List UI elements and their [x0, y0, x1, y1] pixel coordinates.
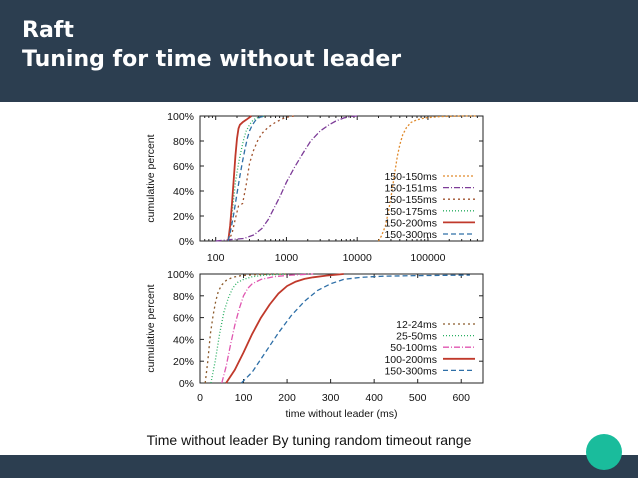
y-tick-label: 40%: [173, 186, 194, 198]
series-line-100-200ms: [225, 273, 344, 384]
series-line-150-300ms: [240, 274, 470, 384]
chart-legend: 150-150ms150-151ms150-155ms150-175ms150-…: [384, 171, 475, 241]
y-tick-label: 20%: [173, 211, 194, 223]
chart-area: 0%20%40%60%80%100%100 1000 10000 100000cumu…: [145, 111, 484, 420]
y-tick-label: 60%: [173, 313, 194, 325]
plot-frame: [199, 273, 484, 384]
x-tick-label: 100: [207, 252, 225, 264]
series-line-25-50ms: [210, 273, 288, 384]
y-axis-title: cumulative percent: [145, 134, 157, 222]
legend-label: 150-151ms: [384, 183, 437, 195]
y-tick-label: 0%: [179, 378, 194, 390]
series-line-150-200ms: [227, 115, 252, 242]
x-tick-label: 100: [235, 392, 253, 404]
series-line-50-100ms: [221, 273, 314, 384]
legend-label: 150-300ms: [384, 365, 437, 377]
x-tick-label: 600: [452, 392, 470, 404]
y-tick-label: 80%: [173, 291, 194, 303]
legend-label: 100-200ms: [384, 354, 437, 366]
slide-title-line-1: Raft: [22, 18, 74, 43]
chart-panel-2: 0% 20% 40% 60% 80% 100% 0 100 200 300 400 500 600 cum…: [145, 269, 484, 420]
series-line-150-155ms: [227, 115, 295, 242]
x-tick-label: 0: [197, 392, 203, 404]
x-tick-label: 300: [322, 392, 340, 404]
slide-title-line-2: Tuning for time without leader: [22, 47, 402, 72]
legend-label: 12-24ms: [396, 319, 437, 331]
y-tick-label: 40%: [173, 334, 194, 346]
legend-label: 150-200ms: [384, 217, 437, 229]
x-tick-label: 200: [278, 392, 296, 404]
series-line-150-300ms: [227, 115, 266, 242]
legend-label: 50-100ms: [390, 342, 437, 354]
y-tick-label: 0%: [179, 236, 194, 248]
series-line-12-24ms: [204, 273, 288, 384]
x-tick-label: 400: [365, 392, 383, 404]
series-line-150-150ms: [377, 115, 478, 242]
series-line-150-151ms: [215, 115, 358, 242]
chart-panel-1: 0% 20% 40% 60% 80% 100% 100 1000 10000 100000 cumu…: [145, 111, 484, 264]
legend-label: 150-300ms: [384, 229, 437, 241]
y-tick-label: 100%: [167, 269, 194, 281]
legend-label: 150-175ms: [384, 206, 437, 218]
y-tick-label: 100%: [167, 111, 194, 123]
x-tick-label: 10000: [343, 252, 372, 264]
y-tick-label: 80%: [173, 136, 194, 148]
x-tick-label: 100000: [410, 252, 445, 264]
slide-title: Raft Tuning for time without leader: [22, 16, 401, 74]
slide-header: Raft Tuning for time without leader: [0, 0, 638, 102]
legend-label: 25-50ms: [396, 331, 437, 343]
plot-frame: [199, 115, 484, 242]
legend-label: 150-150ms: [384, 171, 437, 183]
y-tick-label: 60%: [173, 161, 194, 173]
slide-footer: [0, 455, 638, 478]
y-tick-label: 20%: [173, 356, 194, 368]
slide-page-indicator: [586, 434, 622, 470]
x-tick-label: 500: [409, 392, 427, 404]
x-tick-label: 1000: [275, 252, 299, 264]
x-axis-title: time without leader (ms): [285, 408, 397, 420]
slide-caption: Time without leader By tuning random tim…: [146, 432, 472, 448]
y-axis-title: cumulative percent: [145, 284, 157, 372]
legend-label: 150-155ms: [384, 194, 437, 206]
